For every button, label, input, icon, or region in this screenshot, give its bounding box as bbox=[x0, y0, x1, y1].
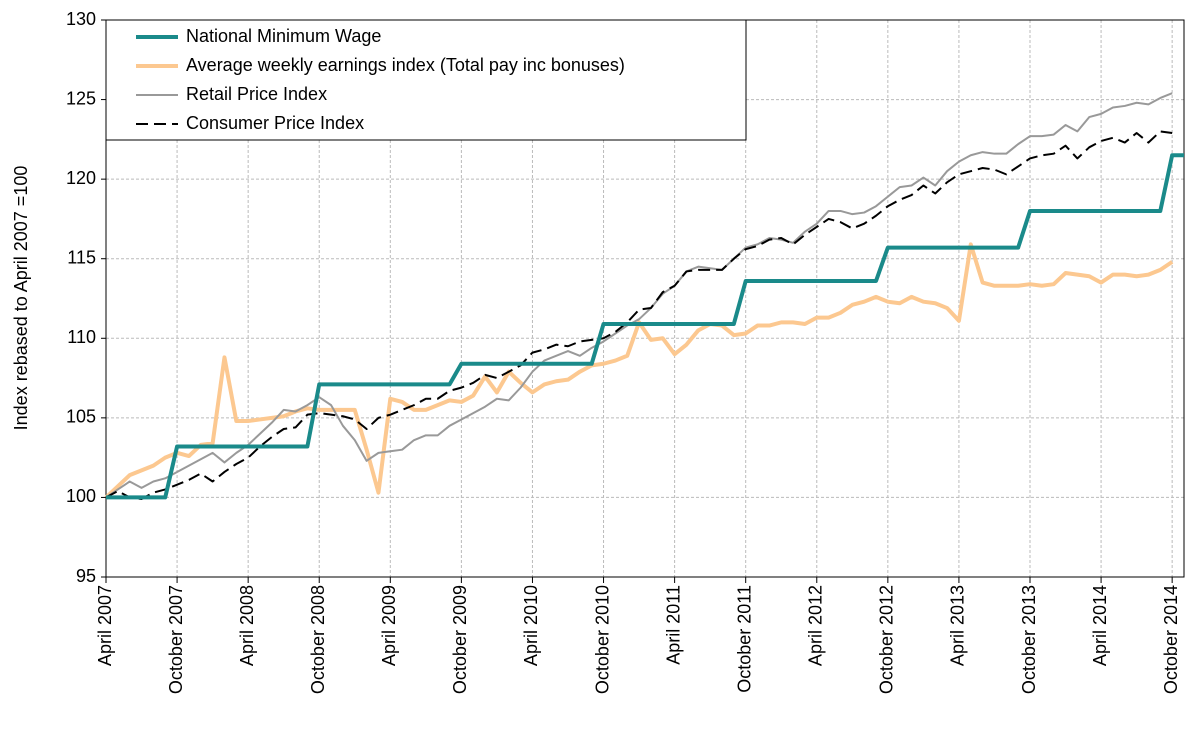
y-axis-title: Index rebased to April 2007 =100 bbox=[11, 166, 31, 431]
y-tick-label: 105 bbox=[66, 407, 96, 427]
x-tick-label: October 2013 bbox=[1019, 585, 1039, 694]
y-tick-label: 120 bbox=[66, 168, 96, 188]
x-tick-label: April 2011 bbox=[663, 585, 683, 665]
series-line bbox=[106, 153, 1184, 500]
legend-box bbox=[105, 19, 747, 141]
series-line bbox=[105, 130, 1173, 501]
y-tick-label: 100 bbox=[66, 486, 96, 506]
x-tick-label: April 2014 bbox=[1090, 585, 1110, 666]
y-tick-label: 130 bbox=[66, 9, 96, 29]
x-tick-label: April 2013 bbox=[948, 585, 968, 666]
x-tick-label: April 2010 bbox=[521, 585, 541, 666]
y-tick-label: 125 bbox=[66, 88, 96, 108]
x-tick-label: April 2008 bbox=[237, 585, 257, 666]
legend-label: National Minimum Wage bbox=[186, 26, 381, 46]
y-tick-label: 115 bbox=[67, 247, 96, 267]
x-tick-label: April 2009 bbox=[379, 585, 399, 666]
x-tick-label: October 2012 bbox=[877, 585, 897, 694]
series-line bbox=[104, 242, 1174, 499]
x-tick-label: October 2008 bbox=[308, 585, 328, 694]
legend-label: Consumer Price Index bbox=[186, 113, 364, 133]
y-tick-label: 95 bbox=[76, 566, 96, 586]
x-tick-label: April 2012 bbox=[806, 585, 826, 666]
y-tick-label: 110 bbox=[67, 327, 96, 347]
x-tick-label: October 2007 bbox=[166, 585, 186, 694]
x-tick-label: October 2009 bbox=[450, 585, 470, 694]
x-tick-label: October 2011 bbox=[734, 585, 754, 693]
legend-label: Retail Price Index bbox=[186, 84, 327, 104]
series-line bbox=[105, 92, 1173, 499]
x-tick-label: October 2014 bbox=[1161, 585, 1181, 694]
x-tick-label: October 2010 bbox=[592, 585, 612, 694]
x-tick-label: April 2007 bbox=[95, 585, 115, 666]
legend-label: Average weekly earnings index (Total pay… bbox=[186, 55, 625, 75]
